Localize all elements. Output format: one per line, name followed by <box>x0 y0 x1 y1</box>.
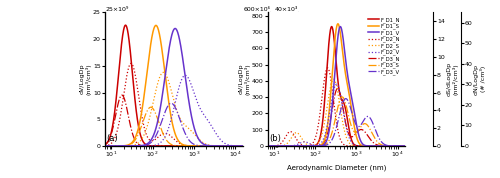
Y-axis label: dS/dLogDp
(nm²/cm³): dS/dLogDp (nm²/cm³) <box>446 62 458 96</box>
Y-axis label: dN/LogDp
(# /cm³): dN/LogDp (# /cm³) <box>474 64 486 95</box>
Text: 40×10³: 40×10³ <box>274 7 298 12</box>
Y-axis label: dV/LogDp
(nm³/cm³): dV/LogDp (nm³/cm³) <box>238 63 250 95</box>
Y-axis label: dV/LogDp
(nm³/cm³): dV/LogDp (nm³/cm³) <box>80 63 92 95</box>
Text: 600×10⁶: 600×10⁶ <box>243 7 270 12</box>
Legend: F_D1_N, F_D1_S, F_D1_V, F_D2_N, F_D2_S, F_D2_V, F_D3_N, F_D3_S, F_D3_V: F_D1_N, F_D1_S, F_D1_V, F_D2_N, F_D2_S, … <box>366 15 403 77</box>
Text: 25×10⁹: 25×10⁹ <box>105 7 128 12</box>
Text: (b): (b) <box>269 134 281 143</box>
X-axis label: Aerodynamic Diameter (nm): Aerodynamic Diameter (nm) <box>286 165 386 171</box>
Y-axis label: dS/dLogDp
(nm²/cm³): dS/dLogDp (nm²/cm³) <box>288 62 300 96</box>
Text: (a): (a) <box>106 134 118 143</box>
Y-axis label: dN/LogDp
(# /cm³): dN/LogDp (# /cm³) <box>312 64 324 95</box>
